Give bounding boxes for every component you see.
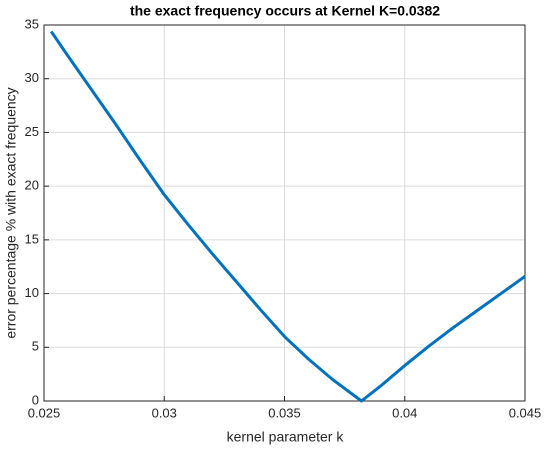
plot-frame: [43, 24, 526, 402]
y-tick-label: 30: [25, 70, 39, 85]
chart-title: the exact frequency occurs at Kernel K=0…: [130, 3, 440, 19]
x-tick-label: 0.04: [392, 405, 417, 420]
y-tick-label: 35: [25, 16, 39, 31]
y-tick-label: 20: [25, 178, 39, 193]
x-tick-label: 0.045: [509, 405, 542, 420]
x-tick-label: 0.025: [28, 405, 61, 420]
y-tick-label: 25: [25, 124, 39, 139]
x-tick-label: 0.035: [268, 405, 301, 420]
x-tick-label: 0.03: [152, 405, 177, 420]
x-axis-label: kernel parameter k: [227, 429, 345, 445]
y-axis-label: error percentage % with exact frequency: [3, 87, 19, 338]
y-tick-label: 15: [25, 231, 39, 246]
y-tick-label: 10: [25, 285, 39, 300]
data-line: [49, 30, 526, 403]
y-tick-label: 0: [32, 392, 39, 407]
y-tick-label: 5: [32, 339, 39, 354]
